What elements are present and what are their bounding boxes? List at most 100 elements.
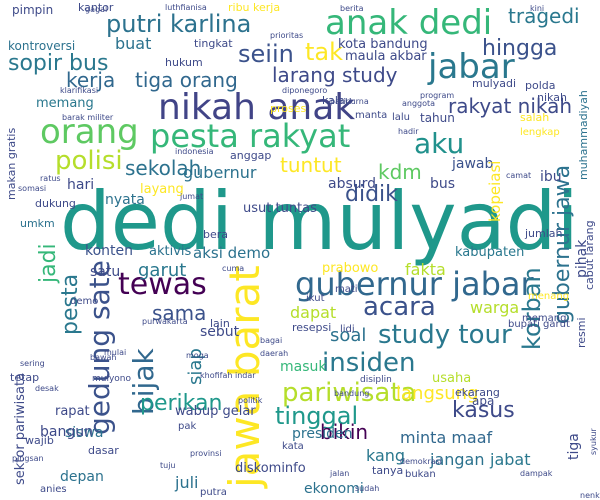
word: sektor pariwisata	[13, 372, 28, 485]
word: kabupaten	[455, 245, 525, 260]
word: usut tuntas	[243, 201, 317, 216]
word: khofifah indar	[200, 371, 256, 380]
word: cuma	[222, 264, 245, 273]
word: lengkap	[520, 127, 560, 138]
word: minta maaf	[400, 428, 493, 447]
word: kalau	[322, 94, 352, 107]
word: konten	[85, 243, 134, 259]
word: ekarang	[455, 386, 500, 399]
word: usaha	[432, 371, 472, 386]
word: manta	[355, 110, 388, 121]
word: nyata	[105, 192, 145, 208]
word: kerja	[66, 68, 116, 92]
word: jangan	[430, 450, 485, 469]
word: sebut	[200, 324, 240, 340]
word: memang	[36, 96, 94, 111]
word: tiga orang	[135, 68, 238, 92]
word: anggota	[402, 99, 436, 108]
word: menang	[528, 291, 570, 302]
word: seiin	[238, 40, 294, 68]
word: warga	[470, 298, 520, 317]
word: nikah	[537, 91, 567, 104]
word: wabup gelar	[175, 404, 256, 419]
word: insiden	[322, 348, 416, 378]
word: tanya	[372, 464, 404, 477]
word: kdm	[378, 160, 422, 184]
word: resmi	[575, 317, 588, 348]
word: prabowo	[322, 261, 379, 276]
word: siswa	[65, 425, 104, 441]
word: didik	[345, 182, 398, 207]
word: lain	[210, 317, 230, 330]
word: polda	[525, 79, 556, 92]
word: pesta rakyat	[150, 117, 351, 155]
word: makan gratis	[5, 127, 18, 200]
word: aktivis	[149, 244, 192, 259]
word: anak dedi	[325, 3, 493, 43]
word: polisi	[55, 146, 123, 176]
word: cabut larang	[583, 220, 596, 290]
word: kini	[530, 4, 545, 13]
word: hari	[67, 177, 95, 193]
word: ibu	[540, 169, 562, 185]
word: dukung	[35, 197, 76, 210]
word: tuntut	[280, 153, 342, 177]
word: mulyono	[92, 374, 132, 384]
word: presiden	[292, 426, 353, 442]
word: purwakarta	[142, 317, 188, 326]
word: orang	[40, 112, 139, 152]
word: ratus	[40, 174, 61, 183]
word: acara	[363, 292, 436, 322]
word: tetap	[10, 371, 40, 384]
word: klarifikasi	[60, 86, 99, 95]
word: hukum	[165, 56, 203, 69]
word: provinsi	[190, 449, 222, 458]
word: satu	[90, 264, 121, 280]
word: resepsi	[292, 321, 332, 334]
word: mati	[335, 284, 358, 295]
word: demo	[70, 296, 99, 307]
word: pariwisata	[282, 378, 417, 408]
word: layang	[140, 182, 184, 197]
word: kontroversi	[8, 39, 76, 53]
word: kantor	[78, 1, 114, 14]
word: mulai	[104, 348, 127, 357]
word: tingkat	[194, 37, 233, 50]
word: buat	[115, 34, 152, 53]
word: jabat	[490, 450, 531, 469]
word: prioritas	[270, 31, 304, 40]
word: apa	[472, 394, 495, 408]
word: tewas	[118, 267, 207, 302]
word: dampak	[520, 469, 553, 478]
word: tuju	[160, 461, 176, 470]
word: rapat	[55, 404, 90, 419]
word: lidi	[340, 324, 355, 335]
word: tinggal	[275, 402, 359, 430]
word: kata	[282, 441, 304, 452]
word: hingga	[482, 36, 558, 61]
word: gubernur jabar	[295, 265, 534, 303]
word: jabar	[428, 47, 515, 87]
word: aksi demo	[193, 244, 271, 262]
word: perikan	[140, 391, 223, 416]
word: depan	[60, 469, 104, 485]
word: berita	[340, 4, 364, 13]
word: kasus	[452, 398, 515, 423]
word: camat	[506, 171, 532, 180]
word: putri karlina	[106, 10, 252, 38]
word: dedi mulyadi	[60, 175, 579, 268]
word: luthfianisa	[165, 3, 207, 12]
word: barak militer	[62, 113, 114, 122]
word: moga	[186, 351, 209, 360]
word: mulyadi	[472, 77, 517, 90]
word: sopir bus	[8, 51, 109, 76]
word: hadir	[398, 127, 419, 136]
word: garut	[138, 260, 187, 281]
word: tiga	[566, 433, 582, 460]
word: maula akbar	[345, 49, 427, 64]
word: bawah	[90, 353, 117, 362]
word: absurd	[328, 176, 377, 192]
word: ekonomi	[304, 481, 364, 497]
word: larang study	[272, 63, 398, 87]
